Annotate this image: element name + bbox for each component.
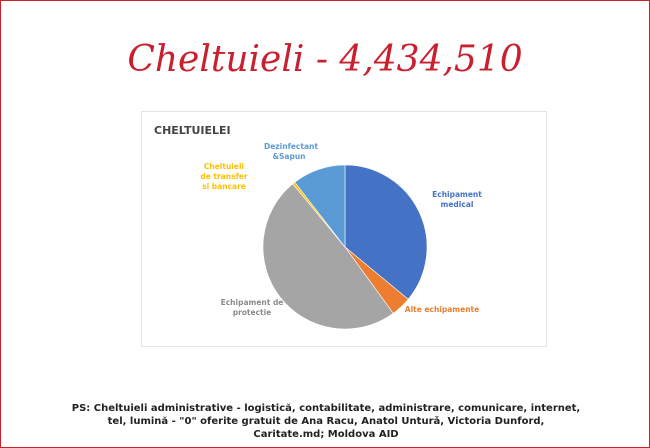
chart-title: CHELTUIELEI: [154, 124, 231, 137]
slice-label: Echipament de protectie: [220, 297, 284, 317]
slice-label: Dezinfectant &Sapun: [264, 141, 318, 161]
footnote: PS: Cheltuieli administrative - logistic…: [71, 403, 581, 440]
pie-slice: [344, 164, 428, 300]
chart: CHELTUIELEI Echipament medical Alte echip…: [141, 111, 547, 347]
pie-slice: [294, 164, 346, 248]
slice-label: Cheltuieli de transfer si bancare: [200, 161, 248, 192]
slice-label: Echipament medical: [432, 189, 482, 209]
pie-slice: [262, 183, 394, 330]
slide-title: Cheltuieli - 4,434,510: [127, 39, 523, 80]
pie-area: [262, 164, 428, 330]
slice-label: Alte echipamente: [404, 304, 480, 314]
